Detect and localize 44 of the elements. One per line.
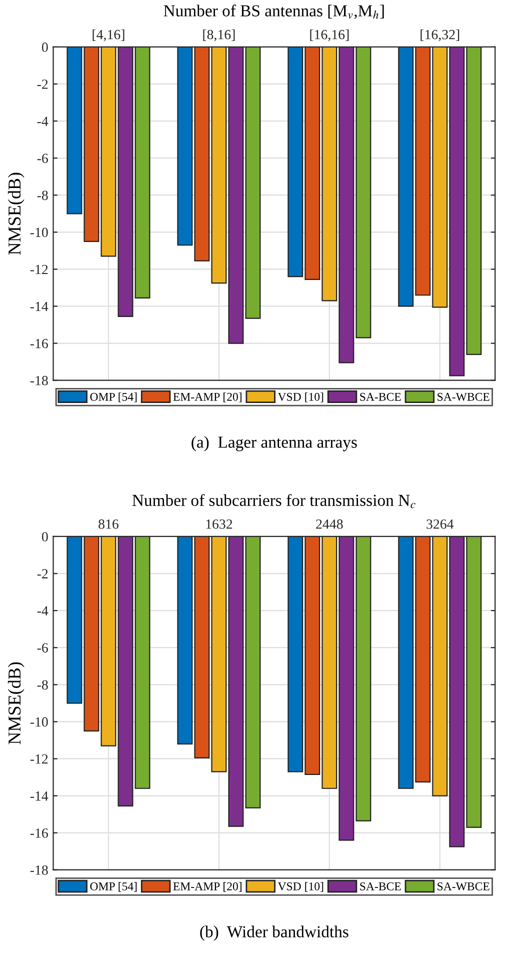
legend-label: VSD [10]	[278, 882, 324, 892]
x-tick-label: 1632	[206, 519, 232, 529]
y-tick-label: -2	[37, 569, 48, 578]
y-axis-title: NMSE(dB)	[8, 172, 24, 255]
y-tick-label: -6	[37, 643, 48, 653]
y-tick-label: 0	[42, 42, 48, 52]
text: (a) Lager antenna arrays	[192, 436, 357, 452]
x-tick-label: [16,16]	[310, 29, 349, 42]
y-tick-label: -14	[30, 302, 48, 312]
legend-label: EM-AMP [20]	[173, 392, 242, 402]
x-tick-label: [4,16]	[92, 29, 124, 42]
y-tick-label: -14	[30, 791, 48, 801]
y-tick-label: -16	[30, 828, 48, 838]
y-tick-label: 0	[42, 532, 48, 542]
legend-label: EM-AMP [20]	[173, 882, 242, 892]
x-tick-label: 816	[98, 519, 118, 529]
y-tick-label: -10	[30, 717, 48, 727]
legend-label: VSD [10]	[278, 392, 324, 402]
y-tick-label: -12	[30, 264, 48, 274]
legend-label: SA-WBCE	[438, 392, 490, 401]
y-tick-label: -2	[37, 80, 48, 89]
y-tick-label: -18	[30, 376, 48, 386]
y-tick-label: -4	[37, 606, 48, 616]
x-tick-label: [16,32]	[420, 29, 460, 42]
y-tick-label: -4	[37, 116, 48, 126]
text: (b) Wider bandwidths	[200, 926, 348, 941]
legend-label: SA-WBCE	[438, 882, 490, 890]
y-tick-label: -8	[37, 680, 48, 690]
legend-label: SA-BCE	[360, 882, 401, 890]
y-tick-label: -16	[30, 338, 48, 348]
y-tick-label: -6	[37, 154, 48, 164]
x-tick-label: 3264	[426, 519, 454, 529]
y-tick-label: -8	[37, 190, 48, 200]
x-tick-label: 2448	[316, 519, 343, 529]
y-tick-label: -10	[30, 228, 48, 238]
legend-label: OMP [54]	[90, 392, 137, 402]
x-tick-label: [8,16]	[203, 29, 235, 42]
chart-title: Number of subcarriers for transmission N$_{c}$	[132, 494, 416, 508]
legend-label: OMP [54]	[90, 882, 137, 892]
chart-title: Number of BS antennas [M$_{v}$,M$_{h}$]	[164, 4, 384, 19]
legend-label: SA-BCE	[360, 392, 401, 401]
y-tick-label: -12	[30, 754, 48, 764]
y-axis-title: NMSE(dB)	[8, 662, 24, 744]
y-tick-label: -18	[30, 865, 48, 875]
